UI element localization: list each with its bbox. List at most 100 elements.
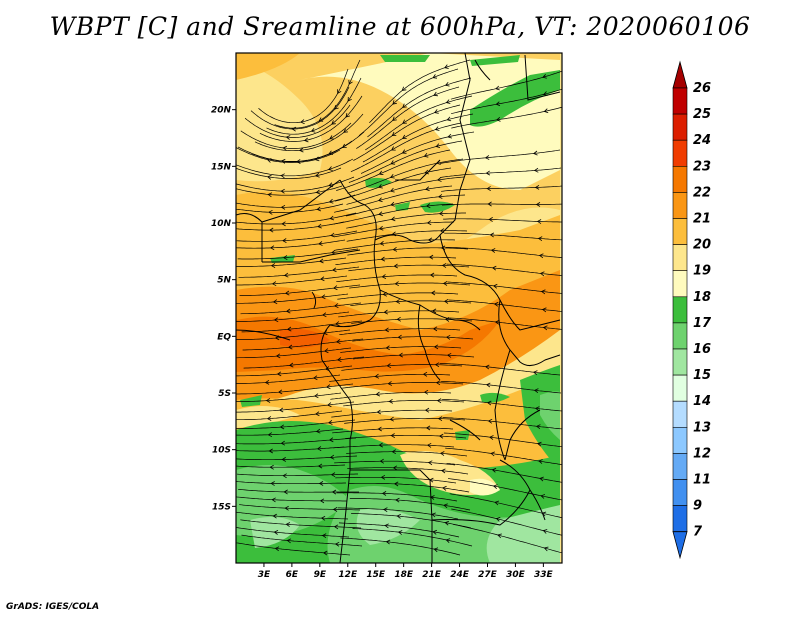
streamline-arrow (401, 149, 407, 154)
streamline-arrow (444, 520, 450, 526)
streamline-arrow (536, 219, 542, 224)
streamline (236, 446, 345, 452)
colorbar-segment (672, 348, 688, 376)
streamline-arrow (319, 498, 325, 504)
streamline-arrow (394, 281, 399, 287)
colorbar-segment (672, 87, 688, 115)
lon-tick-label: 6E (286, 570, 299, 580)
streamline (250, 86, 350, 130)
streamline-arrow (444, 64, 449, 69)
streamline-arrow (376, 409, 382, 415)
streamline-arrow (343, 128, 349, 133)
streamline-arrow (378, 170, 384, 175)
streamline (441, 398, 562, 412)
colorbar-bottom-arrow (672, 531, 688, 560)
streamline-arrow (377, 426, 382, 432)
colorbar-label: 22 (693, 185, 711, 200)
streamline-arrow (331, 249, 336, 255)
streamline (334, 460, 456, 466)
colorbar-segment (672, 113, 688, 141)
streamline-layer (236, 59, 562, 556)
streamline-arrow (494, 319, 500, 325)
colorbar-label: 23 (693, 159, 711, 174)
streamline-arrow (285, 135, 291, 140)
streamline-arrow (282, 473, 287, 479)
streamline-arrow (288, 362, 294, 368)
streamline-arrow (538, 459, 543, 464)
streamline-arrow (484, 155, 490, 160)
streamline-arrow (437, 416, 443, 422)
streamline (236, 293, 349, 304)
streamline-arrow (543, 546, 549, 552)
streamline (236, 221, 345, 231)
streamline-arrow (335, 321, 340, 326)
streamline (352, 336, 474, 342)
streamline (333, 444, 455, 449)
streamline-arrow (532, 370, 538, 376)
streamline-arrow (445, 334, 451, 340)
streamline-arrow (496, 116, 501, 122)
streamline-arrow (315, 172, 320, 178)
colorbar-label: 18 (693, 290, 711, 305)
streamline-arrow (266, 174, 272, 180)
streamline (243, 356, 365, 369)
streamline (237, 248, 359, 260)
streamline-arrow (492, 484, 498, 489)
streamline (345, 434, 467, 439)
streamline-arrow (435, 143, 441, 148)
streamline (346, 176, 465, 205)
lon-tick-label: 9E (314, 570, 327, 580)
streamline (236, 212, 357, 225)
streamline (236, 464, 346, 468)
streamline (447, 281, 562, 294)
streamline (352, 528, 473, 547)
streamline-arrow (328, 198, 334, 204)
streamline-arrow (485, 170, 491, 176)
streamline-arrow (490, 248, 496, 253)
streamline-arrow (433, 91, 438, 97)
streamline (448, 478, 562, 501)
streamline-arrow (432, 326, 438, 332)
streamline-arrow (432, 529, 438, 535)
lat-tick-label: 15N (211, 162, 232, 172)
streamline (344, 417, 466, 424)
streamline-arrow (385, 345, 390, 351)
streamline-arrow (433, 547, 439, 553)
colorbar-label: 20 (693, 238, 711, 253)
streamline-arrow (492, 283, 498, 289)
streamline-arrow (329, 454, 335, 460)
streamline (259, 95, 363, 142)
streamline-arrow (273, 530, 279, 535)
streamline-arrow (284, 505, 289, 511)
streamline (350, 122, 462, 173)
streamline (369, 59, 471, 123)
streamline-arrow (269, 245, 275, 251)
streamline-arrow (491, 265, 497, 271)
streamline-arrow (393, 263, 398, 269)
streamline-arrow (283, 489, 288, 495)
streamline-arrow (266, 158, 272, 163)
colorbar-label: 12 (693, 446, 711, 461)
streamline-arrow (313, 375, 318, 381)
streamline-arrow (487, 201, 492, 207)
streamline (236, 347, 352, 359)
streamline-arrow (317, 223, 322, 229)
streamline (334, 221, 454, 238)
streamline (237, 140, 353, 162)
streamline-arrow (395, 299, 400, 304)
streamline-arrow (539, 271, 545, 277)
lon-tick-label: 12E (338, 570, 358, 580)
streamline (367, 77, 472, 138)
colorbar-label: 17 (693, 316, 712, 331)
streamline-arrow (434, 362, 440, 368)
streamline (337, 292, 459, 300)
streamline-arrow (342, 143, 347, 148)
streamline (358, 68, 459, 136)
colorbar-segment (672, 479, 688, 506)
streamline-arrow (436, 398, 442, 404)
streamline (440, 167, 562, 178)
streamline-arrow (337, 357, 342, 362)
streamline-arrow (402, 134, 407, 139)
streamline (241, 320, 363, 333)
